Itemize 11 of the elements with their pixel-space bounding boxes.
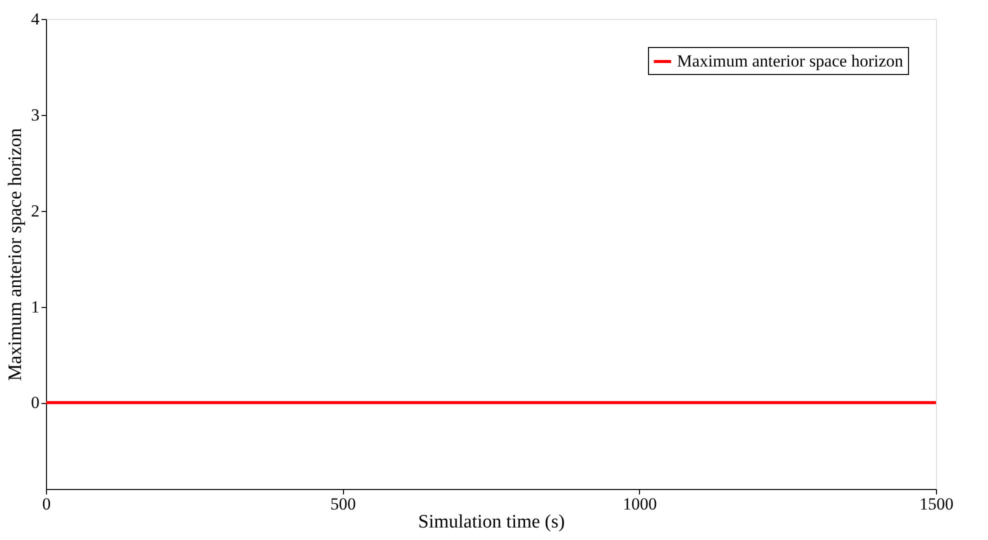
y-tick-label: 2 xyxy=(31,201,40,220)
x-tick-label: 1500 xyxy=(920,494,954,514)
x-tick-label: 1000 xyxy=(622,494,657,514)
x-axis-title: Simulation time (s) xyxy=(418,512,565,532)
y-tick-label: 4 xyxy=(31,10,40,28)
x-tick-label: 500 xyxy=(330,494,356,514)
y-tick-label: 0 xyxy=(31,393,40,412)
legend-label: Maximum anterior space horizon xyxy=(677,52,904,70)
y-tick-label: 3 xyxy=(31,105,40,124)
y-tick-label: 1 xyxy=(31,297,40,316)
y-axis-title: Maximum anterior space horizon xyxy=(5,128,26,381)
